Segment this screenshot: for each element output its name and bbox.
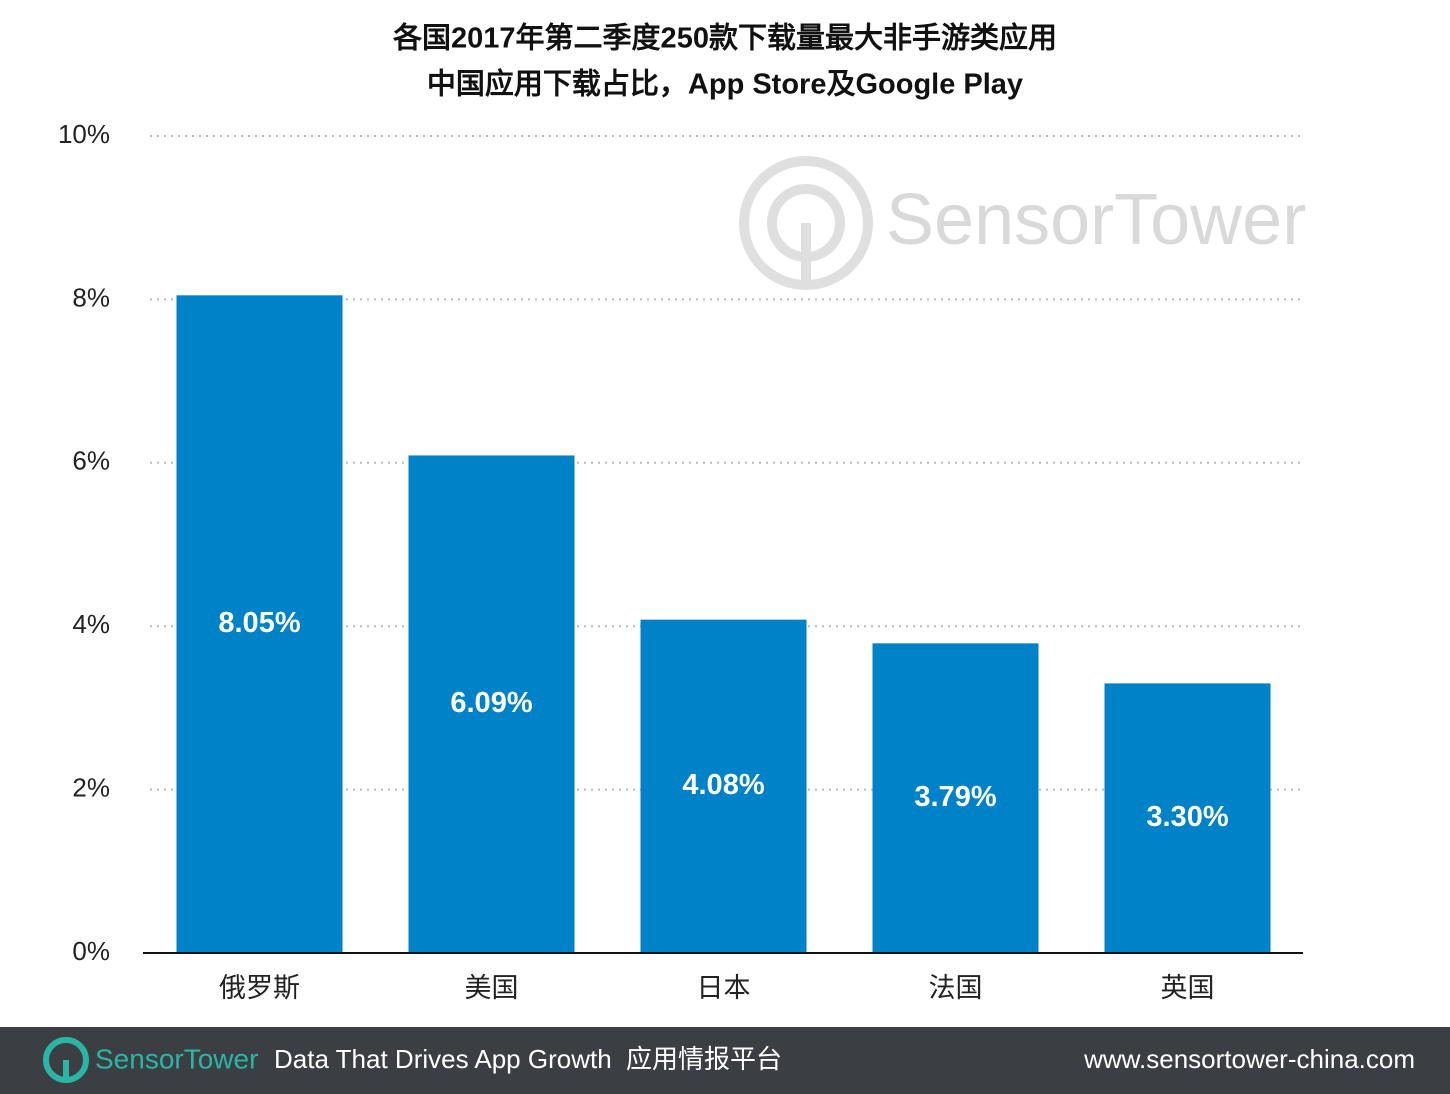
- bar: [176, 295, 343, 953]
- chart-title: 各国2017年第二季度250款下载量最大非手游类应用: [392, 21, 1057, 55]
- footer-url: www.sensortower-china.com: [1083, 1044, 1415, 1074]
- watermark: SensorTower: [739, 156, 1306, 290]
- y-tick-label: 10%: [58, 119, 110, 149]
- value-label: 3.30%: [1146, 801, 1228, 833]
- footer-brand: SensorTower: [95, 1043, 258, 1074]
- watermark-text: SensorTower: [886, 180, 1306, 260]
- value-label: 4.08%: [682, 769, 764, 801]
- value-label: 6.09%: [450, 687, 532, 719]
- watermark-logo: [767, 184, 845, 262]
- watermark-logo: [739, 156, 873, 290]
- bar: [640, 619, 807, 953]
- bar: [408, 455, 575, 953]
- x-tick-label: 法国: [929, 973, 983, 1003]
- footer-tagline: Data That Drives App Growth: [274, 1044, 612, 1074]
- footer-band: [0, 1027, 1450, 1094]
- footer-tagline-cn: 应用情报平台: [626, 1044, 782, 1074]
- value-label: 3.79%: [914, 781, 996, 813]
- y-tick-label: 8%: [72, 282, 110, 312]
- y-tick-label: 0%: [72, 936, 110, 966]
- y-tick-label: 6%: [72, 446, 110, 476]
- x-tick-label: 俄罗斯: [219, 973, 300, 1003]
- value-label: 8.05%: [218, 607, 300, 639]
- chart-title: 中国应用下载占比，App Store及Google Play: [427, 67, 1023, 101]
- x-tick-label: 美国: [465, 973, 519, 1003]
- x-tick-label: 日本: [697, 973, 751, 1003]
- x-tick-label: 英国: [1161, 973, 1215, 1003]
- y-tick-label: 4%: [72, 609, 110, 639]
- bar: [872, 643, 1039, 953]
- bar: [1104, 683, 1271, 953]
- y-tick-label: 2%: [72, 772, 110, 802]
- plot: 0% 2% 4% 6% 8% 10% 俄罗斯 8.05% 美国 6.09% 日本 4.08% 法国 3.7…: [58, 119, 1303, 1003]
